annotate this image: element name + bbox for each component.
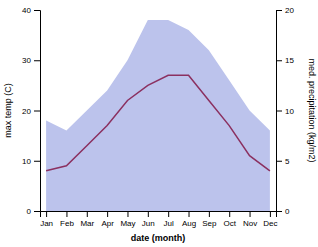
tick-mark bbox=[168, 211, 169, 217]
line bbox=[46, 75, 270, 170]
tick-mark bbox=[189, 211, 190, 217]
axis-line bbox=[277, 11, 283, 212]
axis: Jan Feb Mar Apr May Jun Jul Aug Sep Oct Nov Dec bbox=[40, 211, 277, 228]
tick-label: May bbox=[120, 219, 135, 228]
tick-mark bbox=[276, 211, 282, 212]
tick-mark bbox=[209, 211, 210, 217]
tick-label: 0 bbox=[27, 207, 32, 216]
tick-mark bbox=[66, 211, 67, 217]
tick: 10 bbox=[276, 107, 294, 116]
x-axis-title: date (month) bbox=[131, 233, 186, 243]
tick: 20 bbox=[276, 6, 294, 15]
tick: 5 bbox=[276, 157, 290, 166]
tick: 40 bbox=[22, 6, 40, 15]
tick: Jan bbox=[40, 211, 53, 228]
tick-label: Oct bbox=[223, 219, 236, 228]
tick-label: 20 bbox=[22, 107, 31, 116]
tick-mark bbox=[46, 211, 47, 217]
tick-label: 40 bbox=[22, 6, 31, 15]
tick-mark bbox=[276, 10, 282, 11]
tick: 15 bbox=[276, 56, 294, 65]
tick-label: 30 bbox=[22, 56, 31, 65]
tick-label: Sep bbox=[202, 219, 217, 228]
tick-label: Jan bbox=[40, 219, 53, 228]
tick-mark bbox=[107, 211, 108, 217]
tick-label: Jul bbox=[164, 219, 174, 228]
plot: Jan Feb Mar Apr May Jun Jul Aug Sep Oct Nov Dec 0 10 2… bbox=[22, 6, 294, 228]
tick: Dec bbox=[263, 211, 277, 228]
tick-label: 10 bbox=[285, 107, 294, 116]
tick-label: Dec bbox=[263, 219, 277, 228]
axis-line bbox=[34, 11, 41, 212]
tick: Aug bbox=[182, 211, 196, 228]
tick: Jul bbox=[164, 211, 174, 228]
tick-label: 15 bbox=[285, 56, 294, 65]
tick: Sep bbox=[202, 211, 217, 228]
tick-mark bbox=[276, 60, 282, 61]
tick: 10 bbox=[22, 157, 40, 166]
y-axis-title: max temp (C) bbox=[3, 83, 13, 138]
tick: 0 bbox=[276, 207, 290, 216]
tick-mark bbox=[127, 211, 128, 217]
axis: 0 10 20 30 40 bbox=[22, 6, 40, 216]
tick-mark bbox=[34, 211, 40, 212]
tick-mark bbox=[270, 211, 271, 217]
tick: Mar bbox=[80, 211, 94, 228]
tick: Nov bbox=[243, 211, 257, 228]
axis: 0 5 10 15 20 bbox=[276, 6, 294, 216]
tick-label: Mar bbox=[80, 219, 94, 228]
tick: Apr bbox=[101, 211, 114, 228]
tick-label: 10 bbox=[22, 157, 31, 166]
tick-label: Nov bbox=[243, 219, 257, 228]
axis-line bbox=[41, 212, 277, 218]
tick-mark bbox=[148, 211, 149, 217]
tick-label: Jun bbox=[142, 219, 155, 228]
tick-mark bbox=[229, 211, 230, 217]
chart: Jan Feb Mar Apr May Jun Jul Aug Sep Oct Nov Dec 0 10 2… bbox=[0, 0, 318, 247]
tick-label: Apr bbox=[101, 219, 114, 228]
tick-mark bbox=[34, 60, 40, 61]
y2-axis-title: med. precipitation (kg/m2) bbox=[307, 58, 317, 162]
tick: 0 bbox=[27, 207, 40, 216]
tick-mark bbox=[276, 111, 282, 112]
tick-mark bbox=[34, 10, 40, 11]
tick-label: 0 bbox=[285, 207, 290, 216]
tick: 20 bbox=[22, 107, 40, 116]
tick: Oct bbox=[223, 211, 236, 228]
tick-label: Feb bbox=[60, 219, 74, 228]
tick: Feb bbox=[60, 211, 74, 228]
area bbox=[46, 20, 270, 211]
tick-mark bbox=[34, 111, 40, 112]
marks bbox=[46, 20, 270, 211]
tick-label: 20 bbox=[285, 6, 294, 15]
tick: Jun bbox=[142, 211, 155, 228]
tick-label: Aug bbox=[182, 219, 196, 228]
tick: 30 bbox=[22, 56, 40, 65]
tick: May bbox=[120, 211, 135, 228]
tick-mark bbox=[276, 161, 282, 162]
tick-label: 5 bbox=[285, 157, 290, 166]
tick-mark bbox=[87, 211, 88, 217]
tick-mark bbox=[250, 211, 251, 217]
tick-mark bbox=[34, 161, 40, 162]
